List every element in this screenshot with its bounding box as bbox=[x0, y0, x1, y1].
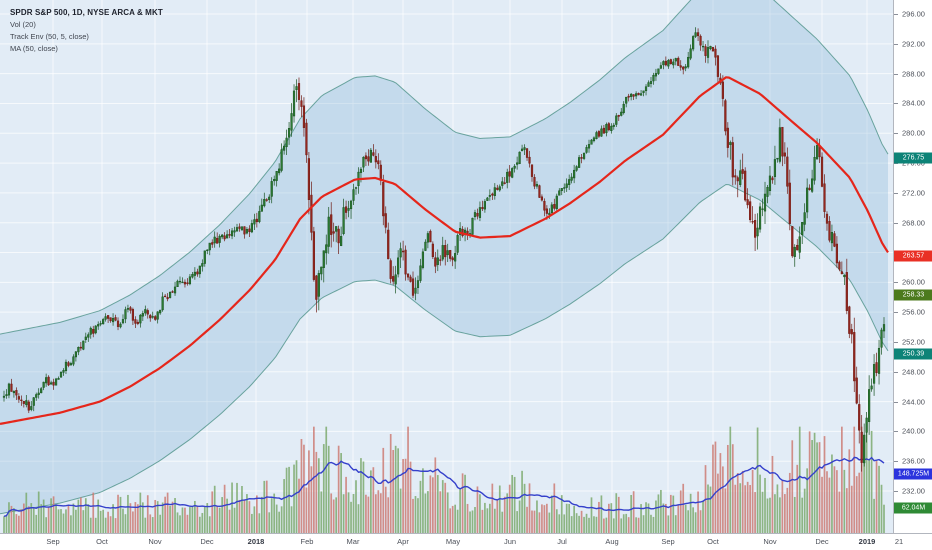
candles-down bbox=[10, 32, 878, 463]
volume-current-badge: 62.04M bbox=[894, 502, 932, 514]
envelope-upper-line[interactable] bbox=[0, 0, 889, 335]
time-axis-label: Jul bbox=[557, 537, 567, 546]
price-tick-label: 292.00 bbox=[902, 39, 925, 49]
envelope-lower-line[interactable] bbox=[0, 183, 889, 515]
time-axis-label: Dec bbox=[815, 537, 829, 546]
time-axis-label: Oct bbox=[707, 537, 719, 546]
price-tick-label: 296.00 bbox=[902, 9, 925, 19]
price-tick-mark bbox=[894, 401, 898, 403]
time-axis-label: Sep bbox=[46, 537, 60, 546]
time-axis-label: 21 bbox=[894, 537, 904, 546]
time-axis-label: Oct bbox=[96, 537, 108, 546]
price-axis[interactable]: 296.00 292.00 288.00 284.00 280.00 276.00 272.… bbox=[893, 0, 932, 533]
price-tick-label: 232.00 bbox=[902, 486, 925, 496]
time-axis-label: 2018 bbox=[247, 537, 265, 546]
price-tick-label: 284.00 bbox=[902, 98, 925, 108]
price-tick-label: 240.00 bbox=[902, 426, 925, 436]
price-tick-mark bbox=[894, 312, 898, 314]
price-tick-label: 252.00 bbox=[902, 337, 925, 347]
time-axis[interactable]: Sep Oct Nov Dec 2018 Feb Mar Apr May Jun Jul Aug Sep… bbox=[0, 533, 932, 550]
chart-canvas[interactable] bbox=[0, 0, 893, 533]
indicator-track-env[interactable]: Track Env (50, 5, close) bbox=[10, 32, 89, 41]
price-tick-mark bbox=[894, 371, 898, 373]
price-tick-mark bbox=[894, 431, 898, 433]
price-tick-label: 276.00 bbox=[902, 158, 925, 168]
candles-up bbox=[2, 32, 886, 464]
volume-bars bbox=[3, 426, 885, 533]
envelope-lower-badge: 250.39 bbox=[894, 348, 932, 360]
price-tick-label: 256.00 bbox=[902, 307, 925, 317]
grid bbox=[0, 0, 893, 533]
price-tick-mark bbox=[894, 222, 898, 224]
last-price-badge: 258.33 bbox=[894, 289, 932, 301]
envelope-upper-badge: 276.75 bbox=[894, 152, 932, 163]
price-tick-mark bbox=[894, 133, 898, 135]
price-tick-label: 236.00 bbox=[902, 456, 925, 466]
price-tick-label: 248.00 bbox=[902, 367, 925, 377]
envelope-band-fill bbox=[0, 0, 888, 514]
time-axis-label: Nov bbox=[763, 537, 777, 546]
ma50-line[interactable] bbox=[0, 76, 889, 426]
time-axis-label: Dec bbox=[200, 537, 214, 546]
time-axis-label: Sep bbox=[661, 537, 675, 546]
indicator-volume[interactable]: Vol (20) bbox=[10, 20, 36, 29]
time-axis-label: May bbox=[445, 537, 461, 546]
price-tick-mark bbox=[894, 14, 898, 15]
price-tick-mark bbox=[894, 103, 898, 105]
time-axis-label: Mar bbox=[346, 537, 360, 546]
time-axis-label: 2019 bbox=[858, 537, 876, 546]
price-tick-mark bbox=[894, 491, 898, 492]
price-tick-label: 288.00 bbox=[902, 69, 925, 79]
price-tick-mark bbox=[894, 461, 898, 463]
volume-ma-badge: 148.725M bbox=[894, 468, 932, 480]
symbol-title[interactable]: SPDR S&P 500, 1D, NYSE ARCA & MKT bbox=[10, 8, 163, 17]
time-axis-label: Jun bbox=[503, 537, 517, 546]
price-tick-mark bbox=[894, 43, 898, 45]
price-tick-mark bbox=[894, 73, 898, 75]
time-axis-label: Aug bbox=[605, 537, 619, 546]
time-axis-label: Apr bbox=[397, 537, 409, 546]
price-tick-mark bbox=[894, 341, 898, 343]
price-tick-mark bbox=[894, 163, 898, 165]
volume-ma-line[interactable] bbox=[3, 456, 885, 517]
price-tick-mark bbox=[894, 192, 898, 194]
price-tick-label: 260.00 bbox=[902, 277, 925, 287]
indicator-ma[interactable]: MA (50, close) bbox=[10, 44, 58, 53]
price-tick-label: 268.00 bbox=[902, 218, 925, 228]
ma50-badge: 263.57 bbox=[894, 250, 932, 262]
time-axis-label: Nov bbox=[148, 537, 162, 546]
plot-background bbox=[0, 0, 893, 533]
price-tick-label: 272.00 bbox=[902, 188, 925, 198]
price-tick-label: 280.00 bbox=[902, 128, 925, 138]
price-tick-label: 244.00 bbox=[902, 397, 925, 407]
chart-legend: SPDR S&P 500, 1D, NYSE ARCA & MKT Vol (2… bbox=[10, 7, 163, 55]
price-tick-mark bbox=[894, 282, 898, 284]
time-axis-label: Feb bbox=[300, 537, 314, 546]
